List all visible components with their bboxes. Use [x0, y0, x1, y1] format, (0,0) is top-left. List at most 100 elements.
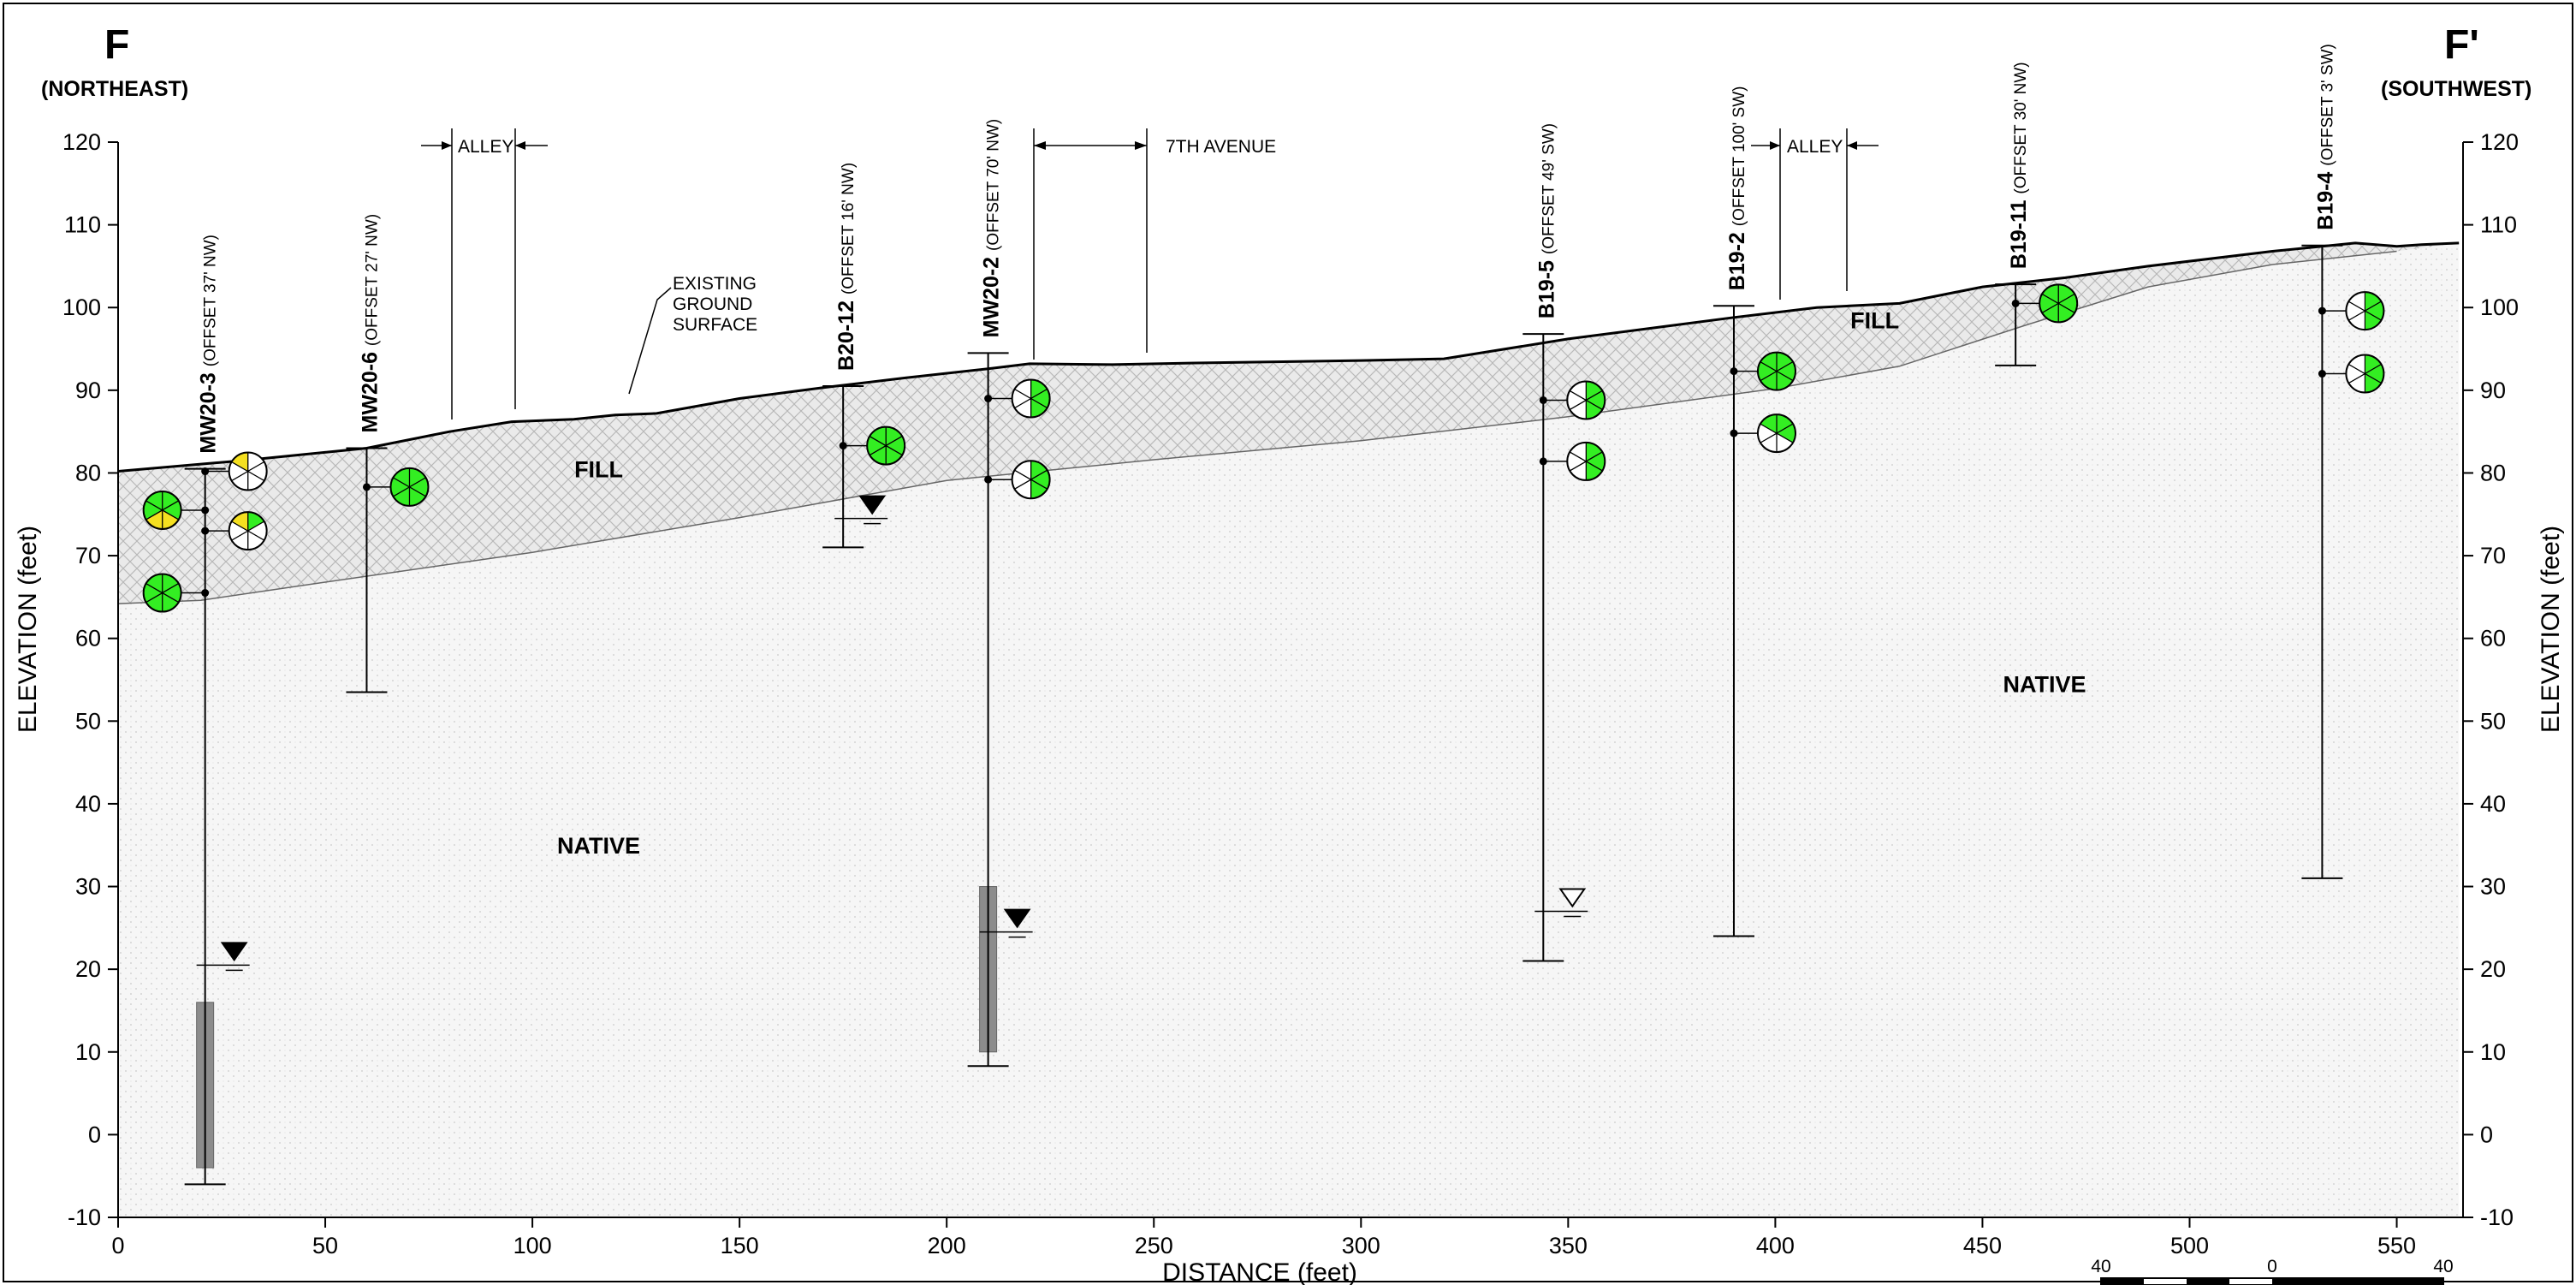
unit-label-fill: FILL — [574, 456, 623, 482]
x-tick-label: 250 — [1135, 1233, 1173, 1258]
alley-1-callout: ALLEY — [421, 128, 548, 419]
sample-point — [2318, 306, 2326, 315]
sample-point — [984, 395, 993, 403]
x-tick-label: 400 — [1756, 1233, 1795, 1258]
y-tick-label-left: 70 — [75, 543, 101, 568]
y-tick-label-left: 120 — [62, 129, 101, 155]
y-tick-label-left: 110 — [64, 212, 101, 238]
sample-marker-icon — [2011, 283, 2079, 324]
y-tick-label-right: 90 — [2480, 378, 2506, 403]
x-tick-label: 50 — [312, 1233, 338, 1258]
sample-outline — [1566, 380, 1606, 420]
sample-marker-icon — [142, 490, 210, 530]
boring-label: MW20-2 (OFFSET 70' NW) — [980, 119, 1004, 338]
boring-label: MW20-3 (OFFSET 37' NW) — [197, 235, 221, 454]
sample-outline — [2345, 291, 2385, 331]
sample-marker-icon — [1539, 380, 1606, 420]
y-axis-label-right: ELEVATION (feet) — [2537, 526, 2565, 733]
y-tick-label-left: 10 — [75, 1039, 101, 1065]
boring-label: B19-11 (OFFSET 30' NW) — [2007, 62, 2031, 269]
boring-label: B19-5 (OFFSET 49' SW) — [1534, 123, 1558, 318]
x-axis-label: DISTANCE (feet) — [1162, 1258, 1357, 1285]
y-tick-label-left: 0 — [88, 1121, 101, 1147]
sample-markers — [142, 283, 2385, 613]
boring-label: MW20-6 (OFFSET 27' NW) — [358, 214, 382, 433]
unit-label-native: NATIVE — [2003, 671, 2086, 697]
scale-label-left: 40 — [2091, 1257, 2110, 1276]
existing-ground-label-1: EXISTING — [673, 274, 757, 294]
water-level-triangle-icon — [858, 495, 887, 515]
borings: MW20-3 (OFFSET 37' NW) MW20-6 (OFFSET 27'… — [184, 44, 2343, 1186]
y-tick-label-right: -10 — [2480, 1205, 2514, 1230]
sample-outline — [1011, 378, 1051, 419]
y-tick-label-left: 80 — [75, 460, 101, 485]
y-tick-label-right: 100 — [2480, 294, 2519, 320]
y-tick-label-left: 100 — [62, 294, 101, 320]
y-tick-label-right: 20 — [2480, 956, 2506, 982]
boring-label: B20-12 (OFFSET 16' NW) — [834, 163, 858, 371]
sample-outline — [2039, 283, 2079, 324]
y-tick-label-left: 50 — [75, 708, 101, 734]
ground-surface-line — [117, 241, 2460, 473]
sample-marker-icon — [1539, 441, 1606, 481]
y-tick-label-right: 80 — [2480, 460, 2506, 485]
sample-point — [201, 467, 210, 476]
sample-point — [201, 506, 210, 515]
sample-outline — [142, 490, 182, 530]
y-tick-label-right: 30 — [2480, 874, 2506, 900]
x-tick-label: 150 — [721, 1233, 759, 1258]
native-soil-area — [118, 242, 2460, 1218]
sample-point — [1539, 457, 1547, 466]
sample-outline — [389, 467, 430, 507]
water-level-triangle-icon — [1558, 888, 1587, 908]
sample-marker-icon — [201, 451, 268, 491]
sample-outline — [228, 511, 268, 551]
sample-marker-icon — [984, 460, 1051, 500]
y-tick-label-right: 0 — [2480, 1121, 2493, 1147]
boring-label: B19-4 (OFFSET 3' SW) — [2313, 44, 2337, 230]
fill-native-contact-line — [117, 250, 2397, 604]
boring-mw20-3: MW20-3 (OFFSET 37' NW) — [184, 235, 250, 1186]
unit-label-native: NATIVE — [557, 833, 640, 859]
sample-point — [984, 475, 993, 484]
sample-outline — [1756, 413, 1796, 454]
sample-outline — [866, 425, 906, 466]
water-level-triangle-icon — [1003, 908, 1031, 929]
unit-label-fill: FILL — [1850, 307, 1899, 333]
sample-point — [201, 589, 210, 598]
existing-ground-label-3: SURFACE — [673, 315, 757, 335]
y-tick-label-right: 40 — [2480, 791, 2506, 817]
y-tick-label-right: 10 — [2480, 1039, 2506, 1065]
y-tick-label-right: 110 — [2480, 212, 2517, 238]
section-label-right: F' — [2444, 22, 2479, 68]
y-tick-label-right: 120 — [2480, 129, 2519, 155]
alley-2-label: ALLEY — [1787, 137, 1843, 157]
sample-marker-icon — [839, 425, 906, 466]
sample-outline — [228, 451, 268, 491]
seventh-avenue-label: 7TH AVENUE — [1166, 137, 1276, 157]
sample-marker-icon — [2318, 291, 2385, 331]
x-tick-label: 350 — [1549, 1233, 1588, 1258]
axes: 0 50 100 150 200 250 300 350 400 450 500 550-10 -100… — [62, 129, 2519, 1258]
existing-ground-label-2: GROUND — [673, 294, 752, 314]
sample-marker-icon — [2318, 354, 2385, 394]
scale-label-mid: 0 — [2267, 1257, 2277, 1276]
sample-outline — [1011, 460, 1051, 500]
sample-point — [201, 526, 210, 535]
sample-marker-icon — [142, 573, 210, 613]
sample-marker-icon — [201, 511, 268, 551]
sample-outline — [1756, 351, 1796, 391]
y-tick-label-right: 50 — [2480, 708, 2506, 734]
sample-point — [839, 442, 847, 450]
boring-mw20-6: MW20-6 (OFFSET 27' NW) — [346, 214, 388, 693]
x-tick-label: 550 — [2377, 1233, 2416, 1258]
sample-outline — [142, 573, 182, 613]
scale-label-right: 40 — [2433, 1257, 2453, 1276]
sample-outline — [1566, 441, 1606, 481]
y-tick-label-left: 40 — [75, 791, 101, 817]
y-tick-label-left: 90 — [75, 378, 101, 403]
x-tick-label: 100 — [513, 1233, 552, 1258]
sample-point — [1539, 396, 1547, 404]
soil-layers — [117, 241, 2460, 1218]
